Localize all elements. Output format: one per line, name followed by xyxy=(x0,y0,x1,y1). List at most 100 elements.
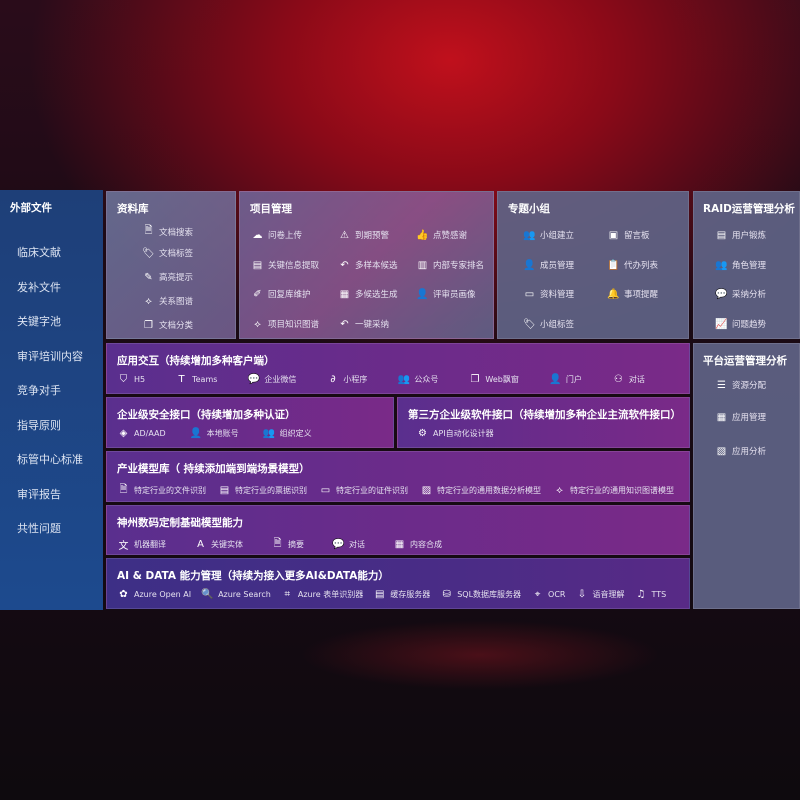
item-点赞感谢[interactable]: 👍 点赞感谢 xyxy=(416,229,467,242)
tts-icon: ♫ xyxy=(636,589,646,600)
item-label: 企业微信 xyxy=(264,375,297,384)
item-H5[interactable]: ⛉ H5 xyxy=(117,374,145,385)
item-关键信息提取[interactable]: ▤ 关键信息提取 xyxy=(251,259,319,272)
item-项目知识图谱[interactable]: ⟡ 项目知识图谱 xyxy=(251,318,319,331)
item-SQL数据库服务器[interactable]: ⛁ SQL数据库服务器 xyxy=(440,589,522,600)
item-label: 缓存服务器 xyxy=(390,590,431,599)
item-关键实体[interactable]: A 关键实体 xyxy=(194,539,243,550)
sidebar-item[interactable]: 共性问题 xyxy=(17,522,61,535)
sidebar-item[interactable]: 审评培训内容 xyxy=(17,349,83,363)
receipt-icon: ▤ xyxy=(219,485,230,496)
extract-icon: ▤ xyxy=(252,259,263,271)
item-评审员画像[interactable]: 👤 评审员画像 xyxy=(416,288,475,301)
item-label: 门户 xyxy=(565,375,582,384)
item-一键采纳[interactable]: ↶ 一键采纳 xyxy=(338,318,389,331)
item-企业微信[interactable]: 💬 企业微信 xyxy=(247,374,297,385)
item-小程序[interactable]: ∂ 小程序 xyxy=(326,374,367,385)
item-门户[interactable]: 👤 门户 xyxy=(549,374,582,385)
sidebar-item[interactable]: 竞争对手 xyxy=(17,384,61,397)
graph-icon: ⟡ xyxy=(556,485,563,496)
item-留言板[interactable]: ▣ 留言板 xyxy=(607,229,650,242)
item-特定行业的证件识别[interactable]: ▭ 特定行业的证件识别 xyxy=(319,485,408,496)
item-内部专家排名[interactable]: ▥ 内部专家排名 xyxy=(416,259,484,272)
item-label: 小程序 xyxy=(343,375,368,384)
item-Azure 表单识别器[interactable]: ⌗ Azure 表单识别器 xyxy=(281,589,364,600)
item-小组标签[interactable]: 🏷 小组标签 xyxy=(523,318,574,331)
item-摘要[interactable]: 🗎 摘要 xyxy=(271,536,304,553)
cache-icon: ▤ xyxy=(374,589,385,600)
item-label: 特定行业的票据识别 xyxy=(235,486,307,495)
sidebar-item[interactable]: 审评报告 xyxy=(17,487,61,501)
edit-icon: ✐ xyxy=(253,288,262,300)
item-OCR[interactable]: ⌖ OCR xyxy=(531,589,566,600)
item-采纳分析[interactable]: 💬 采纳分析 xyxy=(715,288,766,301)
item-文档搜索[interactable]: 🗎 文档搜索 xyxy=(142,223,193,240)
item-AD/AAD[interactable]: ◈ AD/AAD xyxy=(117,428,166,439)
item-label: 文档分类 xyxy=(159,321,194,331)
item-Azure Search[interactable]: 🔍 Azure Search xyxy=(201,589,271,600)
item-公众号[interactable]: 👥 公众号 xyxy=(397,374,439,385)
item-缓存服务器[interactable]: ▤ 缓存服务器 xyxy=(373,589,430,600)
item-回复库维护[interactable]: ✐ 回复库维护 xyxy=(251,288,310,301)
sidebar-item[interactable]: 临床文献 xyxy=(17,246,61,259)
item-多样本候选[interactable]: ↶ 多样本候选 xyxy=(338,259,397,272)
item-label: 关键实体 xyxy=(211,540,243,549)
item-资源分配[interactable]: ☰ 资源分配 xyxy=(715,379,766,392)
item-特定行业的通用知识图谱模型[interactable]: ⟡ 特定行业的通用知识图谱模型 xyxy=(553,485,674,496)
item-内容合成[interactable]: ▦ 内容合成 xyxy=(393,539,442,550)
panel-title: AI & DATA 能力管理（持续为接入更多AI&DATA能力） xyxy=(117,570,389,582)
item-关系图谱[interactable]: ⟡ 关系图谱 xyxy=(142,295,193,308)
miniprogram-icon: ∂ xyxy=(330,374,336,385)
item-到期预警[interactable]: ⚠ 到期预警 xyxy=(338,229,389,242)
item-label: 高亮提示 xyxy=(159,273,194,283)
item-事项提醒[interactable]: 🔔 事项提醒 xyxy=(607,288,659,301)
item-多候选生成[interactable]: ▦ 多候选生成 xyxy=(338,288,398,301)
item-文档分类[interactable]: ❐ 文档分类 xyxy=(142,319,194,332)
item-组织定义[interactable]: 👥 组织定义 xyxy=(263,428,312,439)
item-Teams[interactable]: T Teams xyxy=(175,374,218,385)
sidebar-item[interactable]: 标管中心标准 xyxy=(17,453,83,466)
item-label: Web飘窗 xyxy=(485,375,519,384)
item-语音理解[interactable]: ⇩ 语音理解 xyxy=(576,589,625,600)
sidebar-item[interactable]: 指导原则 xyxy=(17,418,61,432)
reply-icon: ↶ xyxy=(340,318,349,330)
item-本地账号[interactable]: 👤 本地账号 xyxy=(190,428,239,439)
item-Azure Open AI[interactable]: ✿ Azure Open AI xyxy=(117,589,191,600)
item-小组建立[interactable]: 👥 小组建立 xyxy=(523,229,574,242)
panel-thirdparty-interface: 第三方企业级软件接口（持续增加多种企业主流软件接口） ⚙ API自动化设计器 xyxy=(397,397,690,448)
item-label: 摘要 xyxy=(288,540,304,549)
item-label: 事项提醒 xyxy=(624,290,659,300)
item-应用分析[interactable]: ▧ 应用分析 xyxy=(715,445,766,458)
item-API自动化设计器[interactable]: ⚙ API自动化设计器 xyxy=(416,428,494,439)
item-高亮提示[interactable]: ✎ 高亮提示 xyxy=(142,271,194,284)
item-用户锻炼[interactable]: ▤ 用户锻炼 xyxy=(715,229,766,242)
panel-security-interface: 企业级安全接口（持续增加多种认证） ◈ AD/AAD 👤 本地账号 👥 组织定义 xyxy=(106,397,394,448)
bbs-icon: ▣ xyxy=(608,229,619,241)
item-代办列表[interactable]: 📋 代办列表 xyxy=(607,259,658,272)
id-card-icon: ▭ xyxy=(320,485,331,496)
sidebar-item[interactable]: 发补文件 xyxy=(17,280,61,294)
sidebar-item[interactable]: 关键字池 xyxy=(17,315,61,328)
item-Web飘窗[interactable]: ❐ Web飘窗 xyxy=(468,374,518,385)
item-问卷上传[interactable]: ☁ 问卷上传 xyxy=(251,229,303,242)
chat-icon: ⚇ xyxy=(613,374,623,385)
item-问题趋势[interactable]: 📈 问题趋势 xyxy=(715,318,766,331)
item-TTS[interactable]: ♫ TTS xyxy=(635,589,667,600)
entity-icon: A xyxy=(197,539,204,550)
item-资料管理[interactable]: ▭ 资料管理 xyxy=(523,288,574,301)
item-文档标签[interactable]: 🏷 文档标签 xyxy=(142,247,193,260)
item-角色管理[interactable]: 👥 角色管理 xyxy=(715,259,766,272)
item-特定行业的通用数据分析模型[interactable]: ▨ 特定行业的通用数据分析模型 xyxy=(420,485,541,496)
item-对话[interactable]: ⚇ 对话 xyxy=(612,374,645,385)
item-特定行业的票据识别[interactable]: ▤ 特定行业的票据识别 xyxy=(218,485,307,496)
panel-ai-data: AI & DATA 能力管理（持续为接入更多AI&DATA能力） ✿ Azure O… xyxy=(106,558,690,609)
item-机器翻译[interactable]: 文机器翻译 xyxy=(117,537,167,552)
item-label: Azure Open AI xyxy=(134,590,192,599)
item-成员管理[interactable]: 👤 成员管理 xyxy=(523,259,574,272)
apps-icon: ▦ xyxy=(716,411,727,423)
item-特定行业的文件识别[interactable]: 🗎 特定行业的文件识别 xyxy=(117,482,206,499)
item-应用管理[interactable]: ▦ 应用管理 xyxy=(715,411,766,424)
panel-title: 神州数码定制基础模型能力 xyxy=(117,517,243,529)
alarm-icon: ⚠ xyxy=(340,229,349,241)
item-对话[interactable]: 💬 对话 xyxy=(332,539,365,550)
